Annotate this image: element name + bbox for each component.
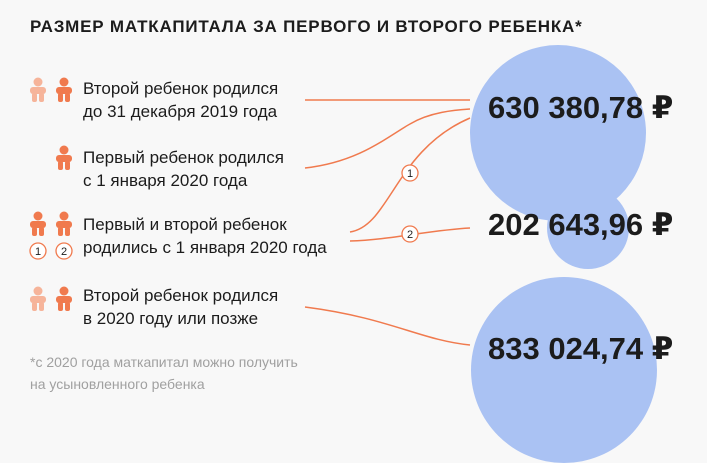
connector-line-case3-a — [349, 117, 471, 233]
case-line: родились с 1 января 2020 года — [83, 238, 327, 257]
icon-marker-1-label: 1 — [35, 246, 41, 258]
case-line: Первый и второй ребенок — [83, 215, 287, 234]
page-title: РАЗМЕР МАТКАПИТАЛА ЗА ПЕРВОГО И ВТОРОГО … — [30, 17, 583, 36]
two-children-icon-2 — [30, 286, 72, 311]
first-child-icon — [56, 145, 72, 170]
case-line: в 2020 году или позже — [83, 309, 259, 328]
amount-third: 833 024,74 ₽ — [488, 331, 674, 366]
two-children-icon — [30, 77, 72, 102]
icon-marker-2-label: 2 — [61, 246, 67, 258]
connector-line-case4 — [304, 306, 471, 346]
amount-second: 202 643,96 ₽ — [488, 207, 674, 242]
case-second-child-before-2020: Второй ребенок родился до 31 декабря 201… — [83, 77, 278, 123]
case-line: до 31 декабря 2019 года — [83, 102, 278, 121]
case-line: Второй ребенок родился — [83, 79, 279, 98]
marker-2: 2 — [401, 225, 419, 243]
case-both-children-2020: Первый и второй ребенок родились с 1 янв… — [83, 213, 327, 259]
connector-line-case2 — [304, 108, 471, 169]
case-second-child-2020-or-later: Второй ребенок родился в 2020 году или п… — [83, 284, 278, 330]
marker-1: 1 — [401, 164, 419, 182]
footnote: *с 2020 года маткапитал можно получить н… — [30, 351, 298, 395]
case-first-child-2020: Первый ребенок родился с 1 января 2020 г… — [83, 146, 284, 192]
case-line: Второй ребенок родился — [83, 286, 279, 305]
amount-circle-large — [470, 45, 646, 221]
amount-circle-small — [547, 187, 629, 269]
connector-lines: 1 2 — [304, 99, 471, 346]
case-line: Первый ребенок родился — [83, 148, 284, 167]
footnote-line: *с 2020 года маткапитал можно получить — [30, 354, 298, 370]
amount-first: 630 380,78 ₽ — [488, 90, 674, 125]
footnote-line: на усыновленного ребенка — [30, 376, 205, 392]
marker-1-label: 1 — [407, 168, 413, 180]
marker-2-label: 2 — [407, 229, 413, 241]
case-line: с 1 января 2020 года — [83, 171, 248, 190]
two-children-born-2020-icon: 1 2 — [29, 211, 73, 260]
